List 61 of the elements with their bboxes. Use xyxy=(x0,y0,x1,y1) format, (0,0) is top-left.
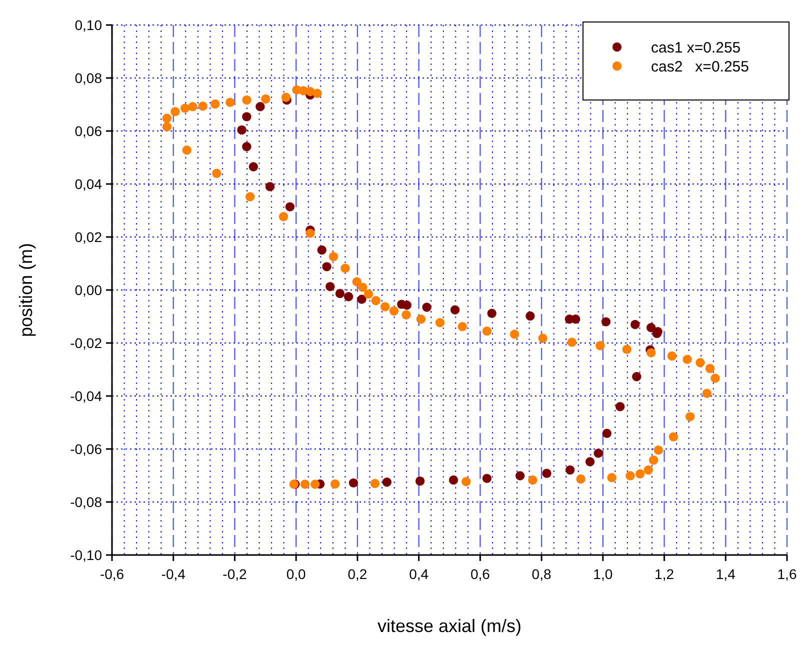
point xyxy=(242,112,252,122)
x-tick-label: -0,4 xyxy=(161,566,186,582)
point xyxy=(602,428,612,438)
legend-label: cas2 x=0.255 xyxy=(651,58,749,76)
point xyxy=(237,125,246,135)
y-tick-label: -0,04 xyxy=(70,388,102,404)
point xyxy=(242,142,252,152)
point xyxy=(450,305,460,314)
x-tick-label: 1,0 xyxy=(593,566,613,582)
point xyxy=(265,182,275,192)
y-tick-label: 0,08 xyxy=(74,70,102,86)
point xyxy=(344,292,354,302)
point xyxy=(594,448,603,458)
point xyxy=(382,478,392,487)
y-tick-label: 0,02 xyxy=(74,228,102,245)
x-tick-label: -0,2 xyxy=(222,566,248,582)
point xyxy=(326,282,335,292)
point xyxy=(285,202,295,212)
point xyxy=(357,294,366,304)
point xyxy=(322,262,332,272)
point xyxy=(565,465,575,475)
point xyxy=(601,317,611,326)
point xyxy=(335,288,345,298)
y-tick-label: 0,06 xyxy=(74,122,102,139)
point xyxy=(646,323,656,332)
legend-label: cas1 x=0.255 xyxy=(651,39,741,56)
x-tick-label: 0,0 xyxy=(286,566,306,582)
point xyxy=(348,478,358,488)
y-tick-label: -0,08 xyxy=(70,494,102,510)
point xyxy=(422,302,432,312)
y-tick-label: -0,06 xyxy=(70,440,102,457)
x-tick-label: 1,6 xyxy=(777,566,797,582)
y-tick-label: 0,10 xyxy=(74,16,102,33)
x-tick-label: 0,2 xyxy=(348,566,368,582)
x-tick-label: 1,4 xyxy=(716,566,736,582)
y-tick-label: 0,00 xyxy=(74,282,102,298)
point xyxy=(415,476,425,486)
y-axis-title: position (m) xyxy=(16,242,36,338)
point xyxy=(515,471,525,480)
x-tick-label: 0,6 xyxy=(470,566,490,582)
x-tick-label: 0,4 xyxy=(409,566,429,582)
point xyxy=(448,475,458,485)
point xyxy=(632,372,642,382)
x-axis-title: vitesse axial (m/s) xyxy=(377,616,522,636)
point xyxy=(317,245,326,255)
point xyxy=(630,320,640,330)
y-tick-label: -0,02 xyxy=(70,334,102,351)
x-tick-label: 0,8 xyxy=(532,566,552,582)
point xyxy=(571,314,580,324)
x-tick-label: -0,6 xyxy=(100,566,124,582)
point xyxy=(542,468,552,478)
point xyxy=(482,474,492,484)
x-tick-label: 1,2 xyxy=(654,566,674,582)
point xyxy=(487,308,496,318)
point xyxy=(526,311,535,321)
point xyxy=(585,457,595,466)
y-tick-label: 0,04 xyxy=(74,176,102,192)
point xyxy=(615,402,625,412)
point xyxy=(248,162,258,172)
point xyxy=(256,102,265,112)
y-tick-label: -0,10 xyxy=(70,546,102,563)
